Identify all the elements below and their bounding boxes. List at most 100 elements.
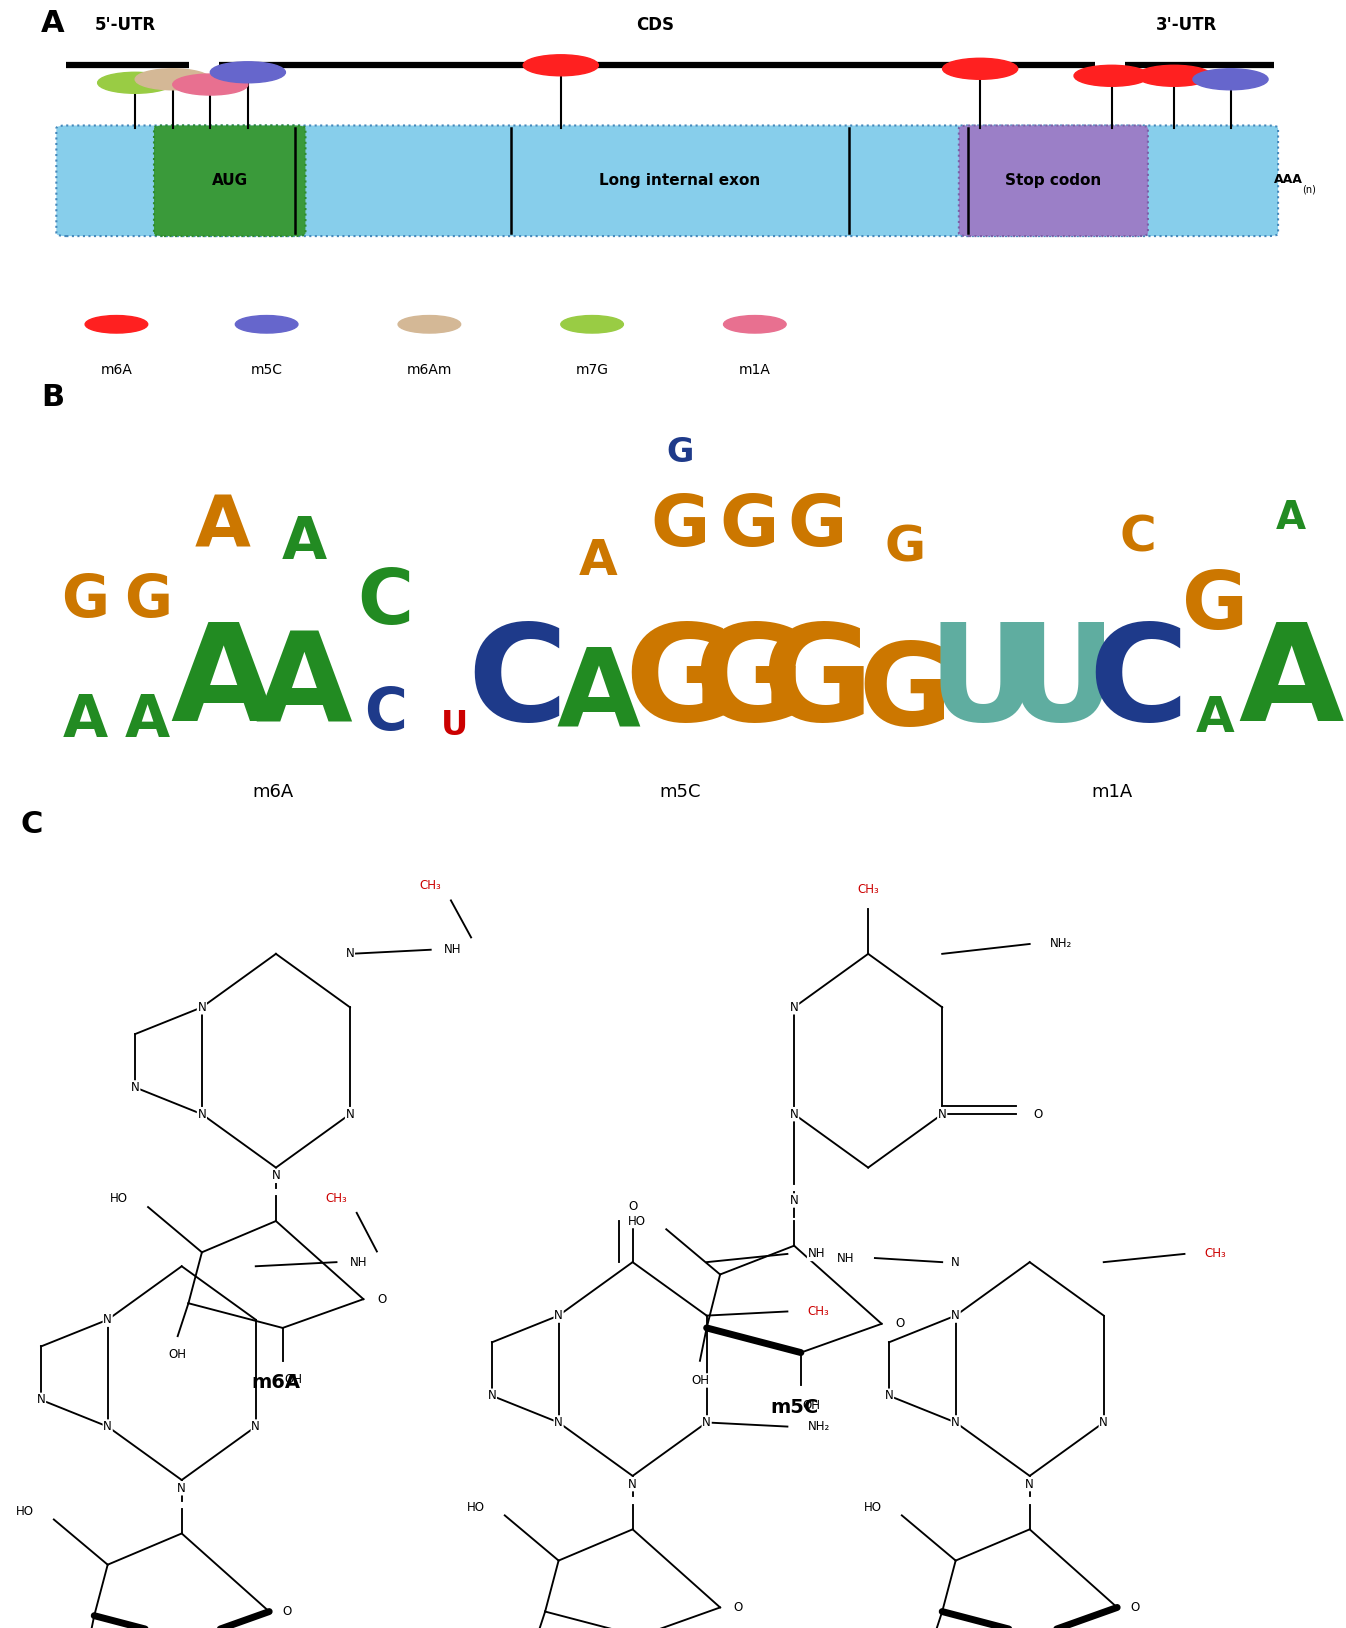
Text: m6A: m6A [252, 783, 293, 801]
Text: O: O [629, 1200, 637, 1213]
Text: (n): (n) [1302, 184, 1316, 194]
Text: m5C: m5C [660, 783, 700, 801]
Text: C: C [1120, 513, 1156, 562]
Text: C: C [20, 811, 43, 838]
Text: A: A [1197, 694, 1234, 742]
Text: A: A [1276, 500, 1306, 537]
Text: U: U [1005, 617, 1116, 749]
Text: m6A: m6A [252, 1372, 300, 1392]
Text: Long internal exon: Long internal exon [599, 173, 760, 189]
Text: A: A [42, 10, 65, 39]
Text: U: U [927, 617, 1038, 749]
Text: G: G [787, 492, 847, 562]
Text: G: G [884, 523, 926, 571]
Circle shape [561, 316, 623, 334]
Text: G: G [61, 573, 109, 630]
Text: N: N [555, 1309, 563, 1322]
Text: NH: NH [444, 943, 462, 956]
Text: A: A [556, 643, 641, 749]
Text: m6A: m6A [101, 363, 132, 376]
Text: OH: OH [284, 1372, 303, 1385]
Text: N: N [952, 1255, 960, 1268]
Circle shape [1074, 65, 1149, 86]
Text: N: N [487, 1389, 497, 1402]
Text: m7G: m7G [576, 363, 608, 376]
Text: m6Am: m6Am [406, 363, 452, 376]
Circle shape [524, 55, 599, 77]
Circle shape [172, 73, 248, 94]
Text: Stop codon: Stop codon [1005, 173, 1101, 189]
Circle shape [1136, 65, 1211, 86]
Text: CH₃: CH₃ [857, 884, 879, 897]
Text: B: B [42, 383, 65, 412]
Text: NH₂: NH₂ [808, 1420, 830, 1433]
Text: N: N [629, 1478, 637, 1491]
Text: N: N [1026, 1478, 1034, 1491]
Text: N: N [131, 1081, 140, 1094]
Text: N: N [884, 1389, 894, 1402]
Text: N: N [952, 1309, 960, 1322]
Text: N: N [952, 1416, 960, 1429]
Text: N: N [272, 1169, 280, 1182]
FancyBboxPatch shape [153, 125, 306, 236]
Text: C: C [365, 685, 406, 742]
Text: N: N [104, 1314, 112, 1327]
Text: AAA: AAA [1275, 173, 1303, 186]
Text: HO: HO [467, 1501, 485, 1514]
Text: A: A [125, 692, 171, 749]
Text: N: N [346, 947, 354, 961]
Text: O: O [734, 1600, 743, 1613]
Text: N: N [1100, 1416, 1108, 1429]
Text: HO: HO [16, 1504, 34, 1517]
Text: m5C: m5C [770, 1398, 818, 1416]
Text: HO: HO [864, 1501, 882, 1514]
Text: m1A: m1A [739, 363, 771, 376]
Text: G: G [762, 617, 874, 749]
Text: N: N [178, 1481, 186, 1495]
Text: G: G [719, 492, 778, 562]
Circle shape [98, 72, 172, 93]
Text: G: G [859, 638, 952, 749]
Circle shape [236, 316, 297, 334]
Circle shape [210, 62, 285, 83]
Text: m1A: m1A [1092, 783, 1132, 801]
Text: A: A [281, 514, 327, 571]
Text: O: O [1034, 1107, 1043, 1120]
FancyBboxPatch shape [958, 125, 1148, 236]
Text: CH₃: CH₃ [420, 879, 441, 892]
Circle shape [398, 316, 460, 334]
Text: N: N [703, 1416, 711, 1429]
Text: A: A [62, 692, 108, 749]
Circle shape [85, 316, 148, 334]
FancyBboxPatch shape [57, 125, 1279, 236]
Text: OH: OH [802, 1398, 821, 1411]
Text: G: G [666, 436, 693, 469]
Text: NH: NH [350, 1255, 367, 1268]
Text: NH: NH [808, 1247, 825, 1260]
Circle shape [724, 316, 786, 334]
Text: OH: OH [690, 1374, 709, 1387]
Text: G: G [124, 573, 172, 630]
Text: N: N [104, 1420, 112, 1433]
Text: CH₃: CH₃ [326, 1192, 347, 1205]
Text: N: N [252, 1420, 260, 1433]
Text: N: N [790, 1107, 798, 1120]
Text: CH₃: CH₃ [808, 1306, 829, 1319]
Text: HO: HO [629, 1214, 646, 1228]
Text: 3'-UTR: 3'-UTR [1156, 16, 1217, 34]
Text: CH₃: CH₃ [1205, 1247, 1226, 1260]
Text: O: O [283, 1605, 292, 1618]
Text: A: A [579, 537, 618, 584]
Text: N: N [198, 1107, 206, 1120]
Text: O: O [1131, 1600, 1140, 1613]
Text: U: U [440, 708, 468, 742]
Text: G: G [625, 617, 735, 749]
Text: C: C [467, 617, 567, 749]
Text: OH: OH [168, 1348, 187, 1361]
Text: N: N [790, 1001, 798, 1014]
Circle shape [135, 68, 210, 90]
Text: C: C [358, 565, 413, 640]
Text: A: A [1238, 617, 1343, 749]
Text: O: O [377, 1293, 386, 1306]
Text: N: N [790, 1193, 798, 1206]
